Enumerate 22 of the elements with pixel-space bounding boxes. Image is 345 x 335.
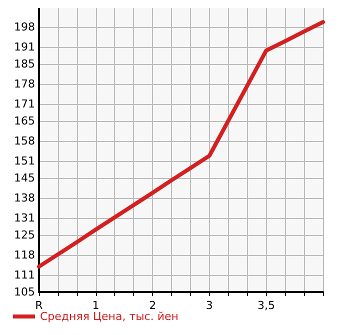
y-tick-label: 171 [14, 97, 35, 110]
y-tick-label: 125 [14, 228, 35, 242]
y-tick-label: 185 [14, 57, 35, 70]
x-tick-label: 3,5 [257, 299, 275, 312]
y-tick-label: 145 [14, 171, 35, 184]
y-tick-label: 165 [14, 114, 35, 128]
y-tick-label: 191 [14, 40, 35, 54]
x-tick-label: 1 [92, 299, 100, 312]
y-tick-label: 198 [14, 20, 35, 34]
y-tick-label: 158 [14, 134, 35, 148]
y-tick-label: 118 [14, 248, 35, 262]
x-tick-label: R [35, 299, 44, 312]
y-tick-label: 138 [14, 191, 35, 204]
y-tick-label: 111 [14, 268, 35, 282]
y-tick-label: 178 [14, 77, 35, 90]
legend-label: Средняя Цена, тыс. йен [40, 310, 178, 323]
x-tick-label: 3 [206, 299, 213, 312]
y-tick-label: 131 [14, 211, 35, 224]
line-series [37, 20, 325, 269]
y-tick-label: 105 [14, 286, 35, 298]
x-tick-label: 2 [149, 299, 156, 312]
y-tick-label: 151 [14, 154, 35, 168]
